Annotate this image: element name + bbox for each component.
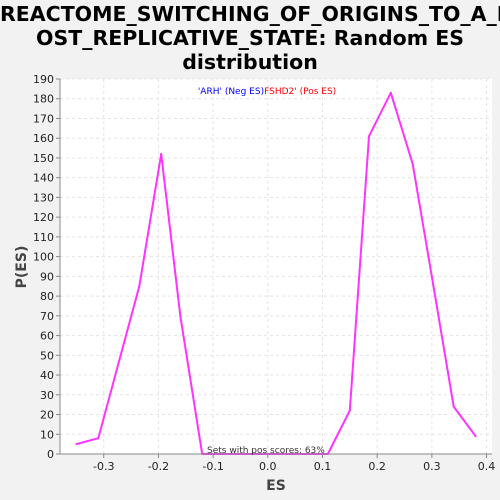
data-point [75, 443, 78, 446]
grid [60, 78, 492, 455]
y-tick-label: 140 [33, 172, 54, 185]
data-point [97, 437, 100, 440]
data-point [389, 91, 392, 94]
data-point [160, 153, 163, 155]
data-point [452, 405, 455, 408]
data-point [138, 285, 141, 288]
x-tick-label: -0.1 [202, 460, 223, 473]
y-tick-label: 180 [33, 93, 54, 106]
y-tick-label: 70 [40, 310, 54, 323]
chart-title-line: REACTOME_SWITCHING_OF_ORIGINS_TO_A_P [0, 2, 500, 26]
data-point [411, 162, 414, 165]
y-tick-label: 170 [33, 112, 54, 125]
series-group [75, 91, 477, 455]
y-tick-label: 40 [40, 369, 54, 382]
legend: 'ARH' (Neg ES)FSHD2' (Pos ES) [198, 87, 336, 97]
data-point [430, 275, 433, 278]
x-tick-label: 0.1 [314, 460, 332, 473]
y-tick-label: 30 [40, 389, 54, 402]
y-tick-label: 190 [33, 73, 54, 86]
data-point [474, 435, 477, 438]
y-tick-label: 0 [47, 448, 54, 461]
series-line [76, 91, 477, 455]
x-tick-label: 0.4 [478, 460, 496, 473]
x-tick-label: -0.2 [148, 460, 169, 473]
y-tick-label: 80 [40, 290, 54, 303]
plot-area [60, 79, 492, 454]
data-point [179, 314, 182, 317]
y-tick-label: 100 [33, 251, 54, 264]
chart-title: REACTOME_SWITCHING_OF_ORIGINS_TO_A_P OST… [0, 2, 500, 74]
x-tick-label: -0.3 [93, 460, 114, 473]
legend-pos-label: FSHD2' (Pos ES) [264, 87, 336, 97]
chart-title-line: OST_REPLICATIVE_STATE: Random ES [36, 26, 464, 50]
data-point [348, 409, 351, 412]
annotation: Sets with pos scores: 63% [207, 446, 325, 456]
legend-neg-label: 'ARH' (Neg ES) [198, 87, 264, 97]
x-tick-label: 0.2 [368, 460, 386, 473]
x-axis-title: ES [266, 478, 286, 494]
ticks: 0 10 20 30 40 50 60 70 80 90 100 110 120 130 140 150 160… [33, 73, 495, 473]
y-tick-label: 90 [40, 270, 54, 283]
y-tick-label: 120 [33, 211, 54, 224]
y-tick-label: 20 [40, 409, 54, 422]
x-tick-label: 0.3 [423, 460, 441, 473]
y-tick-label: 160 [33, 132, 54, 145]
chart-title-line: distribution [182, 50, 318, 74]
y-tick-label: 60 [40, 330, 54, 343]
data-point [367, 135, 370, 138]
y-tick-label: 130 [33, 191, 54, 204]
y-tick-label: 50 [40, 349, 54, 362]
y-axis-title: P(ES) [14, 246, 30, 289]
x-tick-label: 0.0 [259, 460, 277, 473]
y-tick-label: 110 [33, 231, 54, 244]
y-tick-label: 10 [40, 428, 54, 441]
y-tick-label: 150 [33, 152, 54, 165]
